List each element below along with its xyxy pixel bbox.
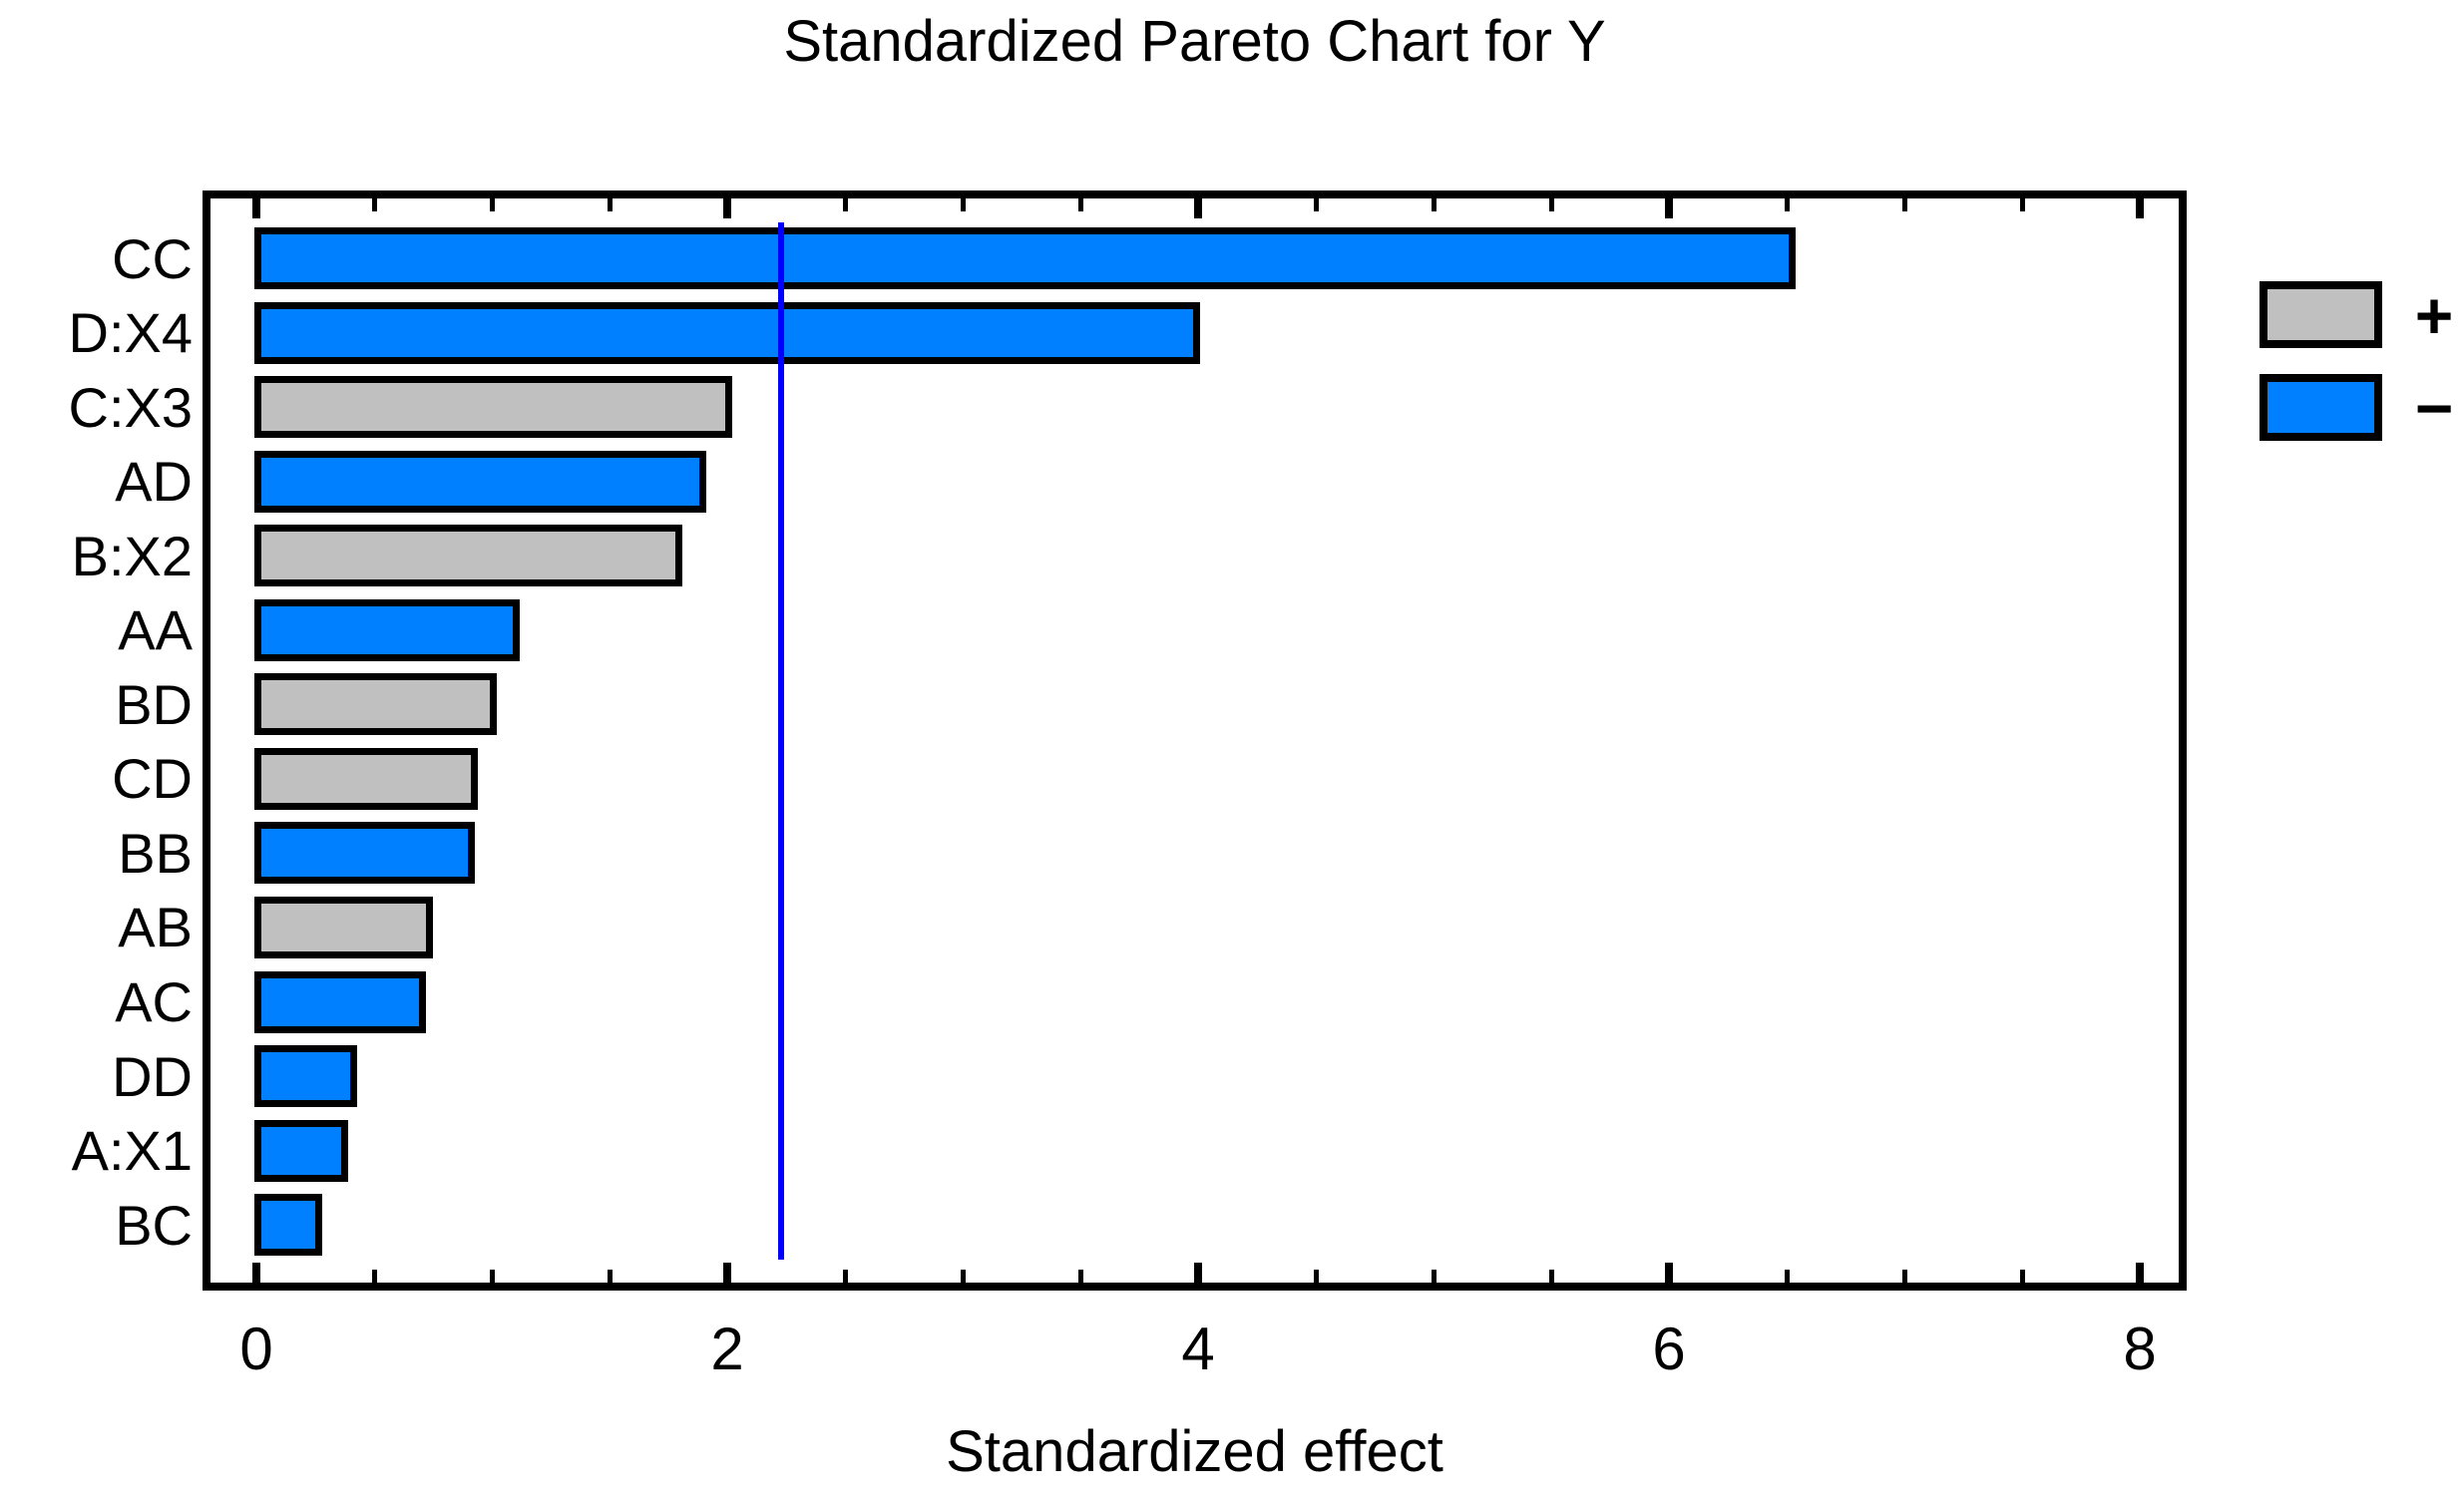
x-tick-minor [1313, 1270, 1319, 1283]
x-tick-minor [607, 198, 613, 211]
bar-ac [254, 970, 426, 1033]
x-tick-minor [842, 198, 848, 211]
x-tick-label-8: 8 [2123, 1315, 2157, 1382]
x-tick-label-4: 4 [1181, 1315, 1215, 1382]
bar-cd [254, 747, 478, 810]
x-tick-minor [607, 1270, 613, 1283]
bar-bb [254, 822, 476, 885]
x-tick-major [2136, 198, 2144, 218]
category-label-ac: AC [115, 970, 193, 1033]
x-tick-minor [1077, 1270, 1083, 1283]
legend-swatch-plus [2259, 281, 2382, 348]
x-tick-minor [1077, 198, 1083, 211]
bar-aa [254, 598, 521, 661]
bar-cc [254, 227, 1797, 289]
x-tick-major [1194, 1263, 1202, 1283]
x-tick-minor [1901, 1270, 1907, 1283]
x-tick-minor [960, 198, 966, 211]
x-tick-minor [960, 1270, 966, 1283]
bar-dd [254, 1045, 358, 1108]
x-tick-major [2136, 1263, 2144, 1283]
x-tick-minor [2019, 198, 2025, 211]
x-tick-minor [1431, 1270, 1437, 1283]
bar-ad [254, 450, 706, 513]
bar-bd [254, 673, 497, 736]
category-label-bc: BC [115, 1193, 193, 1257]
x-tick-minor [1548, 198, 1554, 211]
bar-ab [254, 896, 433, 958]
x-tick-minor [1313, 198, 1319, 211]
legend-swatch-minus [2259, 374, 2382, 441]
x-tick-minor [2019, 1270, 2025, 1283]
category-label-d-x4: D:X4 [68, 301, 194, 365]
x-tick-minor [1548, 1270, 1554, 1283]
x-tick-label-6: 6 [1652, 1315, 1686, 1382]
x-tick-major [723, 1263, 731, 1283]
legend-label-minus: − [2414, 371, 2454, 445]
category-label-cc: CC [112, 226, 193, 290]
category-label-ab: AB [118, 896, 193, 959]
x-tick-minor [842, 1270, 848, 1283]
bar-c-x3 [254, 376, 732, 439]
category-label-cd: CD [112, 747, 193, 811]
chart-title: Standardized Pareto Chart for Y [783, 9, 1606, 74]
x-tick-minor [371, 1270, 377, 1283]
legend-label-plus: + [2414, 278, 2454, 352]
x-axis-title: Standardized effect [946, 1419, 1443, 1484]
plot-area [203, 190, 2187, 1291]
category-label-b-x2: B:X2 [71, 524, 193, 587]
x-tick-major [1665, 1263, 1673, 1283]
bar-a-x1 [254, 1119, 349, 1182]
bar-d-x4 [254, 301, 1201, 364]
x-tick-minor [1901, 198, 1907, 211]
x-tick-major [1665, 198, 1673, 218]
x-tick-minor [489, 198, 495, 211]
category-label-ad: AD [115, 450, 193, 514]
x-tick-minor [489, 1270, 495, 1283]
category-label-bd: BD [115, 672, 193, 736]
category-label-aa: AA [118, 598, 193, 662]
bar-b-x2 [254, 525, 683, 587]
category-label-a-x1: A:X1 [71, 1119, 193, 1183]
x-tick-label-2: 2 [710, 1315, 744, 1382]
x-tick-major [252, 198, 260, 218]
x-tick-minor [1431, 198, 1437, 211]
x-tick-minor [1784, 198, 1790, 211]
x-tick-label-0: 0 [239, 1315, 273, 1382]
category-label-dd: DD [112, 1044, 193, 1108]
category-label-c-x3: C:X3 [68, 375, 194, 439]
x-tick-major [723, 198, 731, 218]
reference-line [778, 222, 785, 1260]
x-tick-minor [371, 198, 377, 211]
bar-bc [254, 1194, 323, 1257]
x-tick-minor [1784, 1270, 1790, 1283]
category-label-bb: BB [118, 821, 193, 885]
x-tick-major [252, 1263, 260, 1283]
x-tick-major [1194, 198, 1202, 218]
